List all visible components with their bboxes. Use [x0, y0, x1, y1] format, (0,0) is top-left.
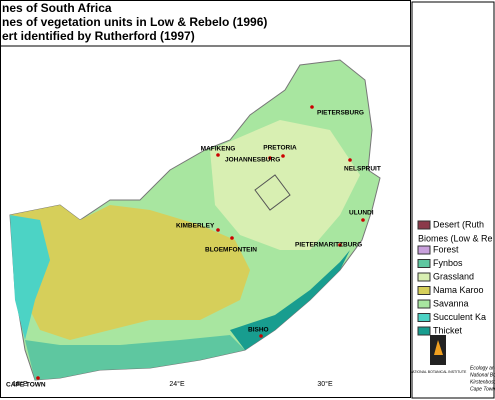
credit-line: Cape Town [470, 386, 495, 392]
legend-swatch [417, 326, 431, 336]
city-dot [36, 376, 40, 380]
credit-line: National Bo [470, 372, 495, 378]
title-line: nes of South Africa [2, 1, 112, 15]
legend-swatch [417, 220, 431, 230]
city-label: MAFIKENG [201, 146, 236, 153]
legend-label: Forest [433, 244, 459, 254]
legend-label: Grassland [433, 271, 474, 281]
legend-label: Thicket [433, 325, 463, 335]
legend-swatch [417, 286, 431, 295]
legend-swatch [417, 313, 431, 322]
cities: PIETERSBURG NELSPRUIT PRETORIA MAFIKENG JOHA… [6, 105, 381, 389]
city-dot [216, 153, 220, 157]
longitude-label: 24°E [169, 380, 185, 388]
legend-swatch [417, 245, 431, 255]
city-dot [338, 243, 342, 247]
longitude-label: 18°E [12, 380, 28, 388]
longitude-label: 30°E [317, 380, 333, 388]
legend-label: Fynbos [433, 258, 463, 268]
lesotho-border [254, 174, 291, 211]
legend-label: Desert (Ruth [433, 219, 484, 229]
city-dot [230, 236, 234, 240]
title-line: nes of vegetation units in Low & Rebelo … [2, 15, 267, 29]
legend-label: Savanna [433, 298, 469, 308]
logo-flower [434, 340, 443, 355]
city-label: PIETERSBURG [317, 110, 364, 117]
thicket-region [230, 250, 350, 350]
city-label: CAPE TOWN [6, 382, 46, 389]
map-frame [0, 0, 411, 398]
city-label: JOHANNESBURG [225, 157, 280, 164]
city-dot [348, 158, 352, 162]
legend-heading: Biomes (Low & Re [418, 233, 493, 243]
city-dot [361, 218, 365, 222]
city-dot [268, 156, 272, 160]
legend-swatch [417, 272, 431, 282]
fynbos-region [25, 335, 245, 380]
city-label: NELSPRUIT [344, 166, 381, 173]
city-dot [281, 154, 285, 158]
country [9, 59, 381, 381]
credit-line: Kirstenbosch [470, 379, 495, 385]
legend-label: Succulent Ka [433, 312, 486, 322]
legend-label: Nama Karoo [433, 285, 484, 295]
city-dot [259, 334, 263, 338]
city-dot [310, 105, 314, 109]
grassland-region [210, 120, 360, 250]
longitudes: 18°E 24°E 30°E [12, 380, 333, 388]
credit-line: Ecology and [470, 365, 495, 371]
city-label: KIMBERLEY [176, 223, 215, 230]
city-dot [216, 228, 220, 232]
succulent-karoo-region [10, 215, 50, 340]
city-label: BLOEMFONTEIN [205, 247, 257, 254]
title-line: ert identified by Rutherford (1997) [2, 29, 195, 43]
city-label: BISHO [248, 327, 269, 334]
city-label: PRETORIA [263, 145, 297, 152]
city-label: ULUNDI [349, 210, 374, 217]
logo-text: NATIONAL BOTANICAL INSTITUTE [410, 370, 467, 374]
side-frame [411, 1, 495, 399]
city-label: PIETERMARITZBURG [295, 242, 362, 249]
nama-karoo-region [10, 205, 250, 340]
legend-swatch [417, 299, 431, 309]
legend-swatch [417, 259, 431, 268]
